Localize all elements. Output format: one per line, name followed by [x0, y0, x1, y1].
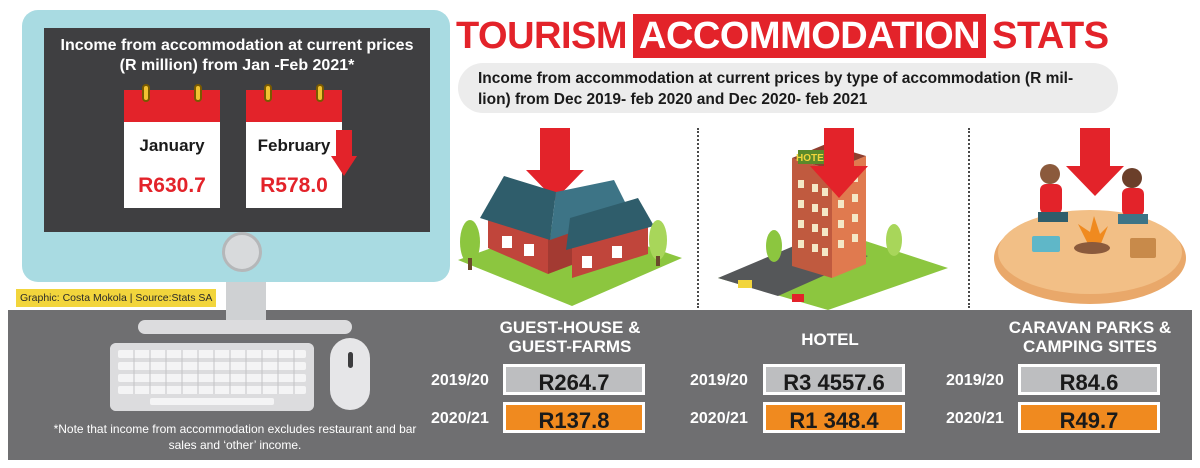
- mouse-wheel: [348, 352, 353, 368]
- monitor-heading: Income from accommodation at current pri…: [60, 37, 414, 74]
- title-part-1: TOURISM: [456, 14, 628, 57]
- keyboard-icon: [110, 343, 314, 411]
- title-part-3: STATS: [992, 14, 1109, 57]
- page-title: TOURISM ACCOMMODATION STATS: [456, 14, 1109, 58]
- house-illustration: [458, 128, 682, 306]
- value-2020-21: R1 348.4: [763, 402, 905, 433]
- down-arrow-icon: [331, 130, 357, 176]
- monitor-stand: [226, 282, 266, 322]
- year-label: 2020/21: [946, 410, 1004, 427]
- year-label: 2019/20: [431, 372, 489, 389]
- hotel-illustration: HOTEL: [718, 128, 948, 310]
- subtitle: Income from accommodation at current pri…: [478, 70, 1074, 108]
- category-name: HOTEL: [801, 330, 859, 349]
- calendar-february: February R578.0: [246, 84, 342, 208]
- monitor-screen: [44, 28, 430, 232]
- value-2020-21: R137.8: [503, 402, 645, 433]
- value-2019-20: R3 4557.6: [763, 364, 905, 395]
- column-divider: [968, 128, 970, 308]
- calendar-icon: [246, 90, 342, 122]
- graphic-credit: Graphic: Costa Mokola | Source:Stats SA: [16, 289, 217, 307]
- value-2020-21: R49.7: [1018, 402, 1160, 433]
- calendar-ring: [194, 84, 202, 102]
- category-name: GUEST-HOUSE & GUEST-FARMS: [499, 318, 641, 356]
- year-label: 2019/20: [690, 372, 748, 389]
- month-label: January: [139, 136, 205, 155]
- year-label: 2020/21: [431, 410, 489, 427]
- value-2019-20: R264.7: [503, 364, 645, 395]
- hotel-sign-text: HOTEL: [796, 153, 830, 164]
- calendar-ring: [142, 84, 150, 102]
- category-name: CARAVAN PARKS & CAMPING SITES: [1008, 318, 1172, 356]
- calendar-january: January R630.7: [124, 84, 220, 208]
- month-label: February: [257, 136, 331, 155]
- footnote: *Note that income from accommodation exc…: [53, 422, 417, 452]
- calendar-ring: [316, 84, 324, 102]
- column-divider: [697, 128, 699, 308]
- year-label: 2020/21: [690, 410, 748, 427]
- power-button-icon: [222, 232, 262, 272]
- value-2019-20: R84.6: [1018, 364, 1160, 395]
- calendar-ring: [264, 84, 272, 102]
- mouse-icon: [330, 338, 370, 410]
- title-part-2: ACCOMMODATION: [633, 14, 987, 58]
- month-value: R578.0: [260, 174, 328, 197]
- calendar-icon: [124, 90, 220, 122]
- subtitle-background: [458, 63, 1118, 113]
- campsite-illustration: [994, 128, 1186, 304]
- year-label: 2019/20: [946, 372, 1004, 389]
- monitor-stand-base: [138, 320, 352, 334]
- month-value: R630.7: [138, 174, 206, 197]
